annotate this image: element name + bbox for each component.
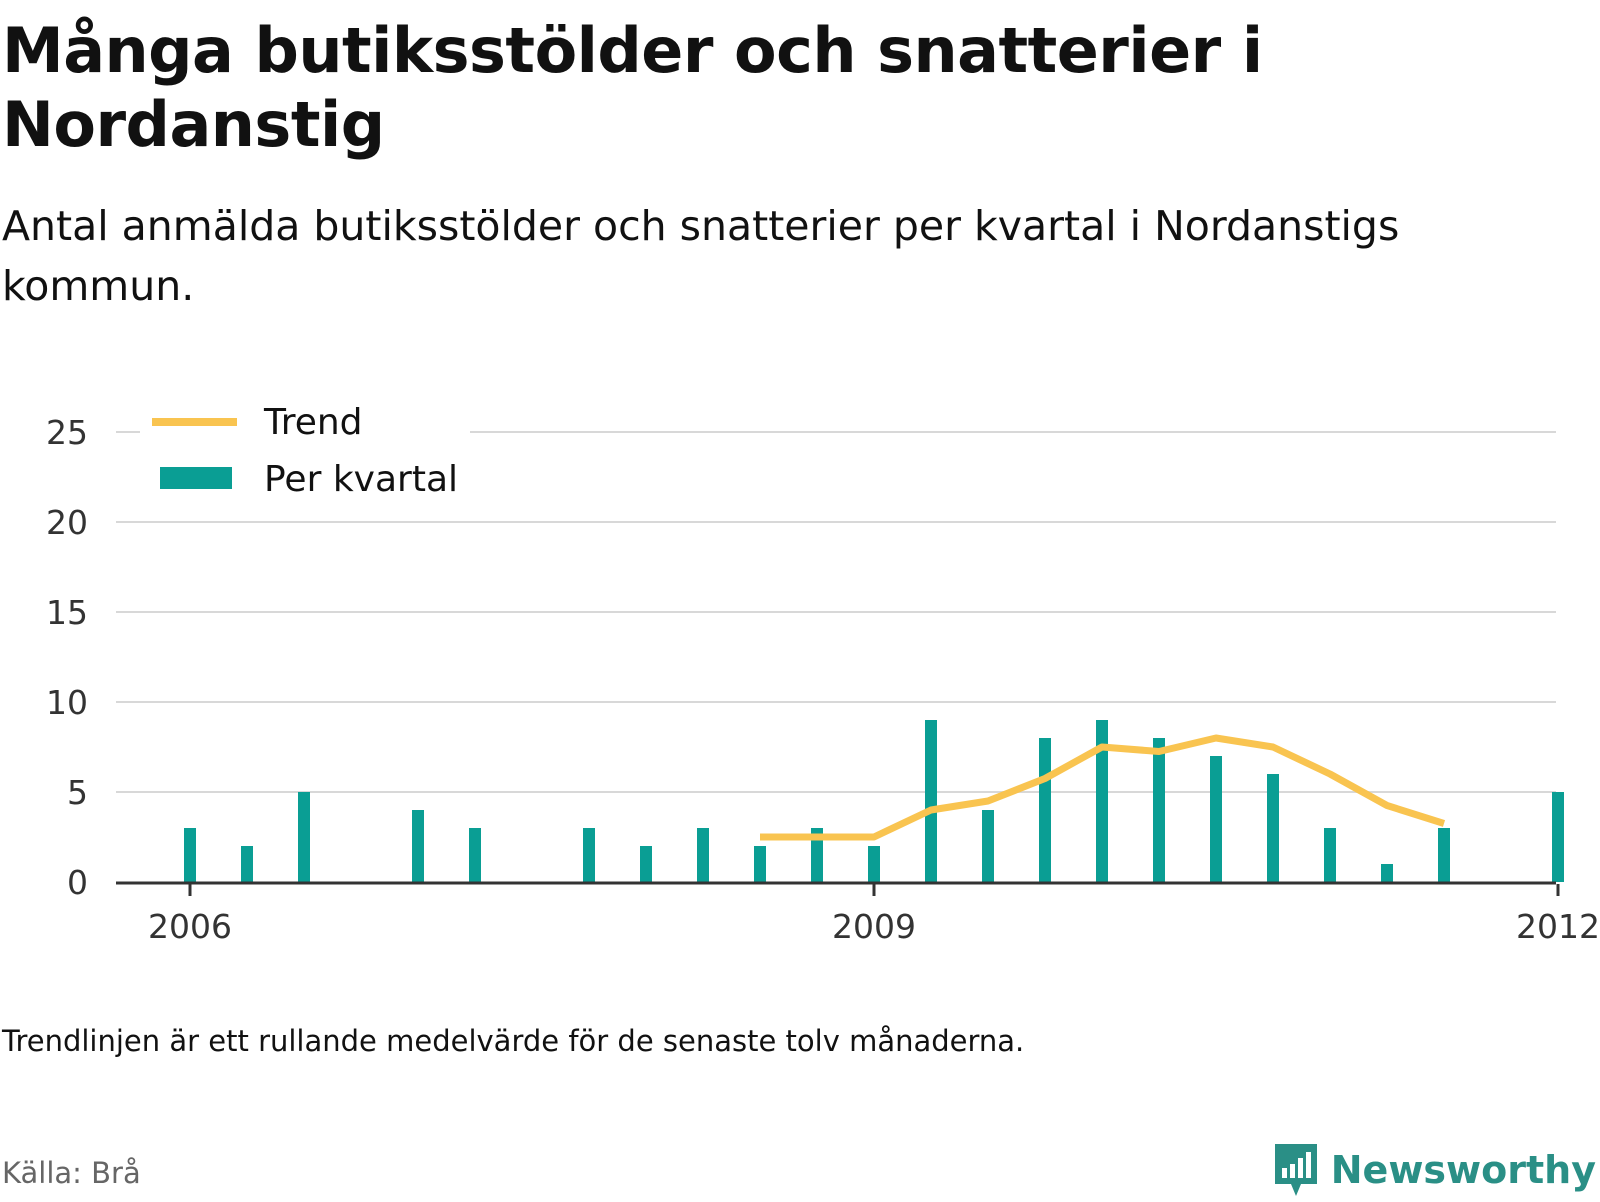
chart-title: Många butiksstölder och snatterier i Nor… xyxy=(2,14,1263,161)
newsworthy-logo-icon xyxy=(1274,1144,1317,1196)
bar xyxy=(754,846,766,882)
legend-trend-label: Trend xyxy=(263,402,363,443)
bar-series-per-kvartal xyxy=(184,720,1564,882)
y-tick-label: 10 xyxy=(46,683,88,722)
newsworthy-logo: Newsworthy xyxy=(1271,1138,1596,1202)
bar xyxy=(925,720,937,882)
bar xyxy=(412,810,424,882)
bar xyxy=(1096,720,1108,882)
bar xyxy=(640,846,652,882)
bar xyxy=(1438,828,1450,882)
y-tick-label: 15 xyxy=(46,593,88,632)
x-tick-label: 2009 xyxy=(832,907,916,946)
legend-bar-swatch xyxy=(160,467,232,489)
bar xyxy=(241,846,253,882)
source-label: Källa: Brå xyxy=(2,1156,141,1190)
bar xyxy=(868,846,880,882)
x-tick-label: 2012 xyxy=(1516,907,1600,946)
bar xyxy=(583,828,595,882)
y-tick-label: 5 xyxy=(67,773,88,812)
bar xyxy=(697,828,709,882)
trend-line xyxy=(760,734,1446,841)
y-tick-label: 25 xyxy=(46,413,88,452)
bar xyxy=(1210,756,1222,882)
chart-subtitle: Antal anmälda butiksstölder och snatteri… xyxy=(2,202,1400,310)
y-tick-label: 20 xyxy=(46,503,88,542)
bar xyxy=(1267,774,1279,882)
bar xyxy=(469,828,481,882)
bar xyxy=(1552,792,1564,882)
bar xyxy=(1324,828,1336,882)
y-axis-ticks: 0 5 10 15 20 25 xyxy=(46,413,88,902)
x-axis-ticks: 2006200920122015201820212023 xyxy=(148,884,1600,946)
legend-bar-label: Per kvartal xyxy=(264,459,458,500)
bar xyxy=(298,792,310,882)
y-tick-label: 0 xyxy=(67,863,88,902)
bar xyxy=(982,810,994,882)
line-series-trend xyxy=(760,734,1446,841)
newsworthy-logo-text: Newsworthy xyxy=(1330,1148,1596,1192)
bar xyxy=(811,828,823,882)
bar xyxy=(1381,864,1393,882)
bar xyxy=(1039,738,1051,882)
trend-footnote: Trendlinjen är ett rullande medelvärde f… xyxy=(2,1024,1025,1058)
legend: Trend Per kvartal xyxy=(140,388,470,500)
bar xyxy=(184,828,196,882)
bar xyxy=(1153,738,1165,882)
x-tick-label: 2006 xyxy=(148,907,232,946)
